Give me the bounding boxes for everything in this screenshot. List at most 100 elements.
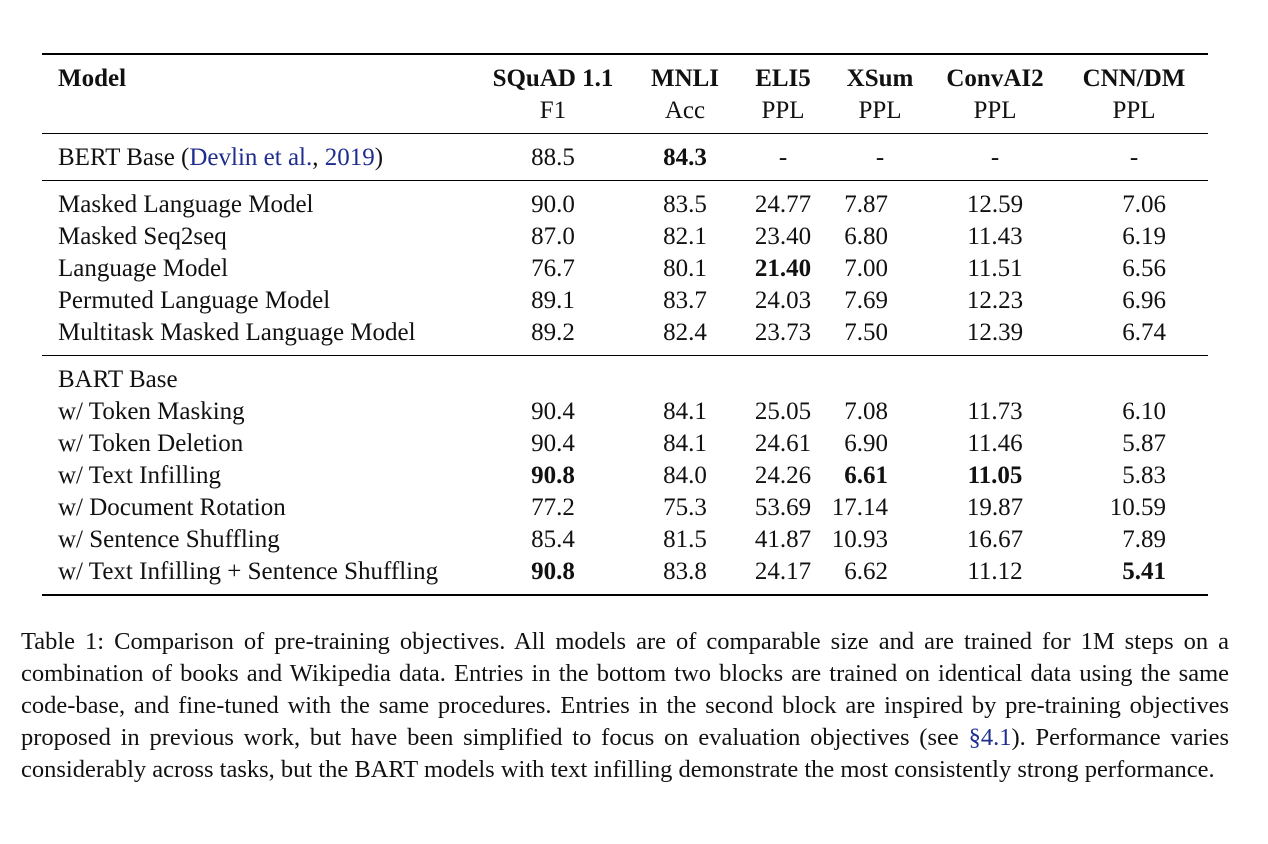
metric-convai2: PPL bbox=[973, 97, 1017, 124]
table-cell: 83.7 bbox=[663, 287, 707, 314]
table-cell: 24.26 bbox=[754, 462, 812, 489]
table-caption: Table 1: Comparison of pre-training obje… bbox=[21, 626, 1229, 786]
table-cell: 16.67 bbox=[966, 526, 1024, 553]
header-model: Model bbox=[58, 65, 127, 92]
bert-label-text: BERT Base ( bbox=[58, 144, 190, 171]
metric-xsum: PPL bbox=[858, 97, 902, 124]
table-cell: 89.1 bbox=[531, 287, 575, 314]
header-convai2: ConvAI2 bbox=[946, 65, 1044, 92]
citation-author: Devlin et al. bbox=[189, 144, 313, 171]
table-cell: 12.23 bbox=[966, 287, 1024, 314]
table-cell: 6.56 bbox=[1122, 255, 1166, 282]
table-cell: 7.87 bbox=[844, 191, 888, 218]
table-cell: 19.87 bbox=[966, 494, 1024, 521]
table-cell: 7.69 bbox=[844, 287, 888, 314]
table-row: w/ Text Infilling + Sentence Shuffling 9… bbox=[42, 556, 1208, 595]
table-cell: 7.06 bbox=[1122, 191, 1166, 218]
header-row: Model SQuAD 1.1 MNLI ELI5 XSum ConvAI2 C… bbox=[42, 54, 1208, 95]
model-name: Language Model bbox=[58, 255, 229, 282]
table-cell: 75.3 bbox=[663, 494, 707, 521]
table-row: w/ Text Infilling 90.8 84.0 24.26 6.61 1… bbox=[42, 460, 1208, 492]
table-cell: 84.1 bbox=[663, 430, 707, 457]
table-cell: 6.80 bbox=[844, 223, 888, 250]
model-name: Multitask Masked Language Model bbox=[58, 319, 416, 346]
table-cell: 11.51 bbox=[967, 255, 1023, 282]
results-table: Model SQuAD 1.1 MNLI ELI5 XSum ConvAI2 C… bbox=[42, 53, 1208, 596]
block-title-bart-base: BART Base bbox=[58, 366, 178, 393]
header-mnli: MNLI bbox=[650, 65, 720, 92]
metric-mnli: Acc bbox=[664, 97, 706, 124]
citation-year: 2019 bbox=[324, 144, 375, 171]
table-cell: 24.77 bbox=[754, 191, 812, 218]
table-cell: 6.90 bbox=[844, 430, 888, 457]
table-cell: 5.41 bbox=[1122, 558, 1166, 585]
table-cell: 24.17 bbox=[754, 558, 812, 585]
table-cell: 25.05 bbox=[754, 398, 812, 425]
table-cell: - bbox=[1129, 144, 1139, 171]
bert-label-suffix: ) bbox=[374, 144, 384, 171]
table-row: w/ Token Masking 90.4 84.1 25.05 7.08 11… bbox=[42, 396, 1208, 428]
model-name: Masked Seq2seq bbox=[58, 223, 227, 250]
table-cell: 11.12 bbox=[967, 558, 1023, 585]
caption-text-end: ). Performance varies considerably acros… bbox=[21, 724, 1229, 783]
table-cell: 7.08 bbox=[844, 398, 888, 425]
table-cell: 7.89 bbox=[1122, 526, 1166, 553]
table-cell: 87.0 bbox=[531, 223, 575, 250]
table-cell: - bbox=[990, 144, 1000, 171]
table-cell: 41.87 bbox=[754, 526, 812, 553]
header-cnndm: CNN/DM bbox=[1082, 65, 1186, 92]
model-name: Permuted Language Model bbox=[58, 287, 331, 314]
table-cell: 53.69 bbox=[754, 494, 812, 521]
table-cell: 11.73 bbox=[967, 398, 1023, 425]
table-cell: 90.4 bbox=[531, 430, 575, 457]
table-cell: 80.1 bbox=[663, 255, 707, 282]
header-eli5: ELI5 bbox=[755, 65, 811, 92]
header-metric-row: F1 Acc PPL PPL PPL PPL bbox=[42, 95, 1208, 134]
table-cell: 24.61 bbox=[754, 430, 812, 457]
table-cell: 6.61 bbox=[844, 462, 888, 489]
table-cell: 76.7 bbox=[531, 255, 575, 282]
table-cell: 6.62 bbox=[844, 558, 888, 585]
table-row: Permuted Language Model 89.1 83.7 24.03 … bbox=[42, 285, 1208, 317]
model-name: w/ Sentence Shuffling bbox=[58, 526, 280, 553]
table-cell: 85.4 bbox=[531, 526, 575, 553]
table-row: w/ Document Rotation 77.2 75.3 53.69 17.… bbox=[42, 492, 1208, 524]
table-cell: 82.4 bbox=[663, 319, 707, 346]
table-cell: 5.83 bbox=[1122, 462, 1166, 489]
citation-link[interactable]: Devlin et al., 2019 bbox=[189, 144, 374, 171]
table-cell: 88.5 bbox=[531, 144, 575, 171]
block-title-row: BART Base bbox=[42, 355, 1208, 397]
header-xsum: XSum bbox=[846, 65, 914, 92]
table-cell: - bbox=[875, 144, 885, 171]
table-cell: 17.14 bbox=[831, 494, 888, 521]
caption-text: Table 1: Comparison of pre-training obje… bbox=[21, 628, 1229, 751]
table-cell: 11.46 bbox=[967, 430, 1023, 457]
table-cell: 11.05 bbox=[967, 462, 1023, 489]
table-row: w/ Token Deletion 90.4 84.1 24.61 6.90 1… bbox=[42, 428, 1208, 460]
table-row: Language Model 76.7 80.1 21.40 7.00 11.5… bbox=[42, 253, 1208, 285]
model-name: w/ Text Infilling bbox=[58, 462, 222, 489]
table-cell: 7.00 bbox=[844, 255, 888, 282]
metric-squad: F1 bbox=[539, 97, 567, 124]
table-cell: 6.10 bbox=[1122, 398, 1166, 425]
header-squad: SQuAD 1.1 bbox=[492, 65, 614, 92]
model-name: Masked Language Model bbox=[58, 191, 314, 218]
citation-separator: , bbox=[312, 144, 325, 171]
model-name: w/ Token Masking bbox=[58, 398, 245, 425]
section-link[interactable]: §4.1 bbox=[968, 724, 1012, 751]
table-cell: 6.19 bbox=[1122, 223, 1166, 250]
table-cell: 90.8 bbox=[531, 558, 575, 585]
table-cell: 24.03 bbox=[754, 287, 812, 314]
table-cell: 12.59 bbox=[966, 191, 1024, 218]
table-cell: 84.0 bbox=[663, 462, 707, 489]
table-row-bert: BERT Base (Devlin et al., 2019) 88.5 84.… bbox=[42, 133, 1208, 181]
model-name: w/ Token Deletion bbox=[58, 430, 244, 457]
table-cell: 84.1 bbox=[663, 398, 707, 425]
results-table-container: Model SQuAD 1.1 MNLI ELI5 XSum ConvAI2 C… bbox=[42, 53, 1208, 596]
table-cell: 21.40 bbox=[754, 255, 812, 282]
metric-eli5: PPL bbox=[761, 97, 805, 124]
table-cell: 89.2 bbox=[531, 319, 575, 346]
table-row: Masked Seq2seq 87.0 82.1 23.40 6.80 11.4… bbox=[42, 221, 1208, 253]
table-cell: 12.39 bbox=[966, 319, 1024, 346]
table-cell: 90.4 bbox=[531, 398, 575, 425]
